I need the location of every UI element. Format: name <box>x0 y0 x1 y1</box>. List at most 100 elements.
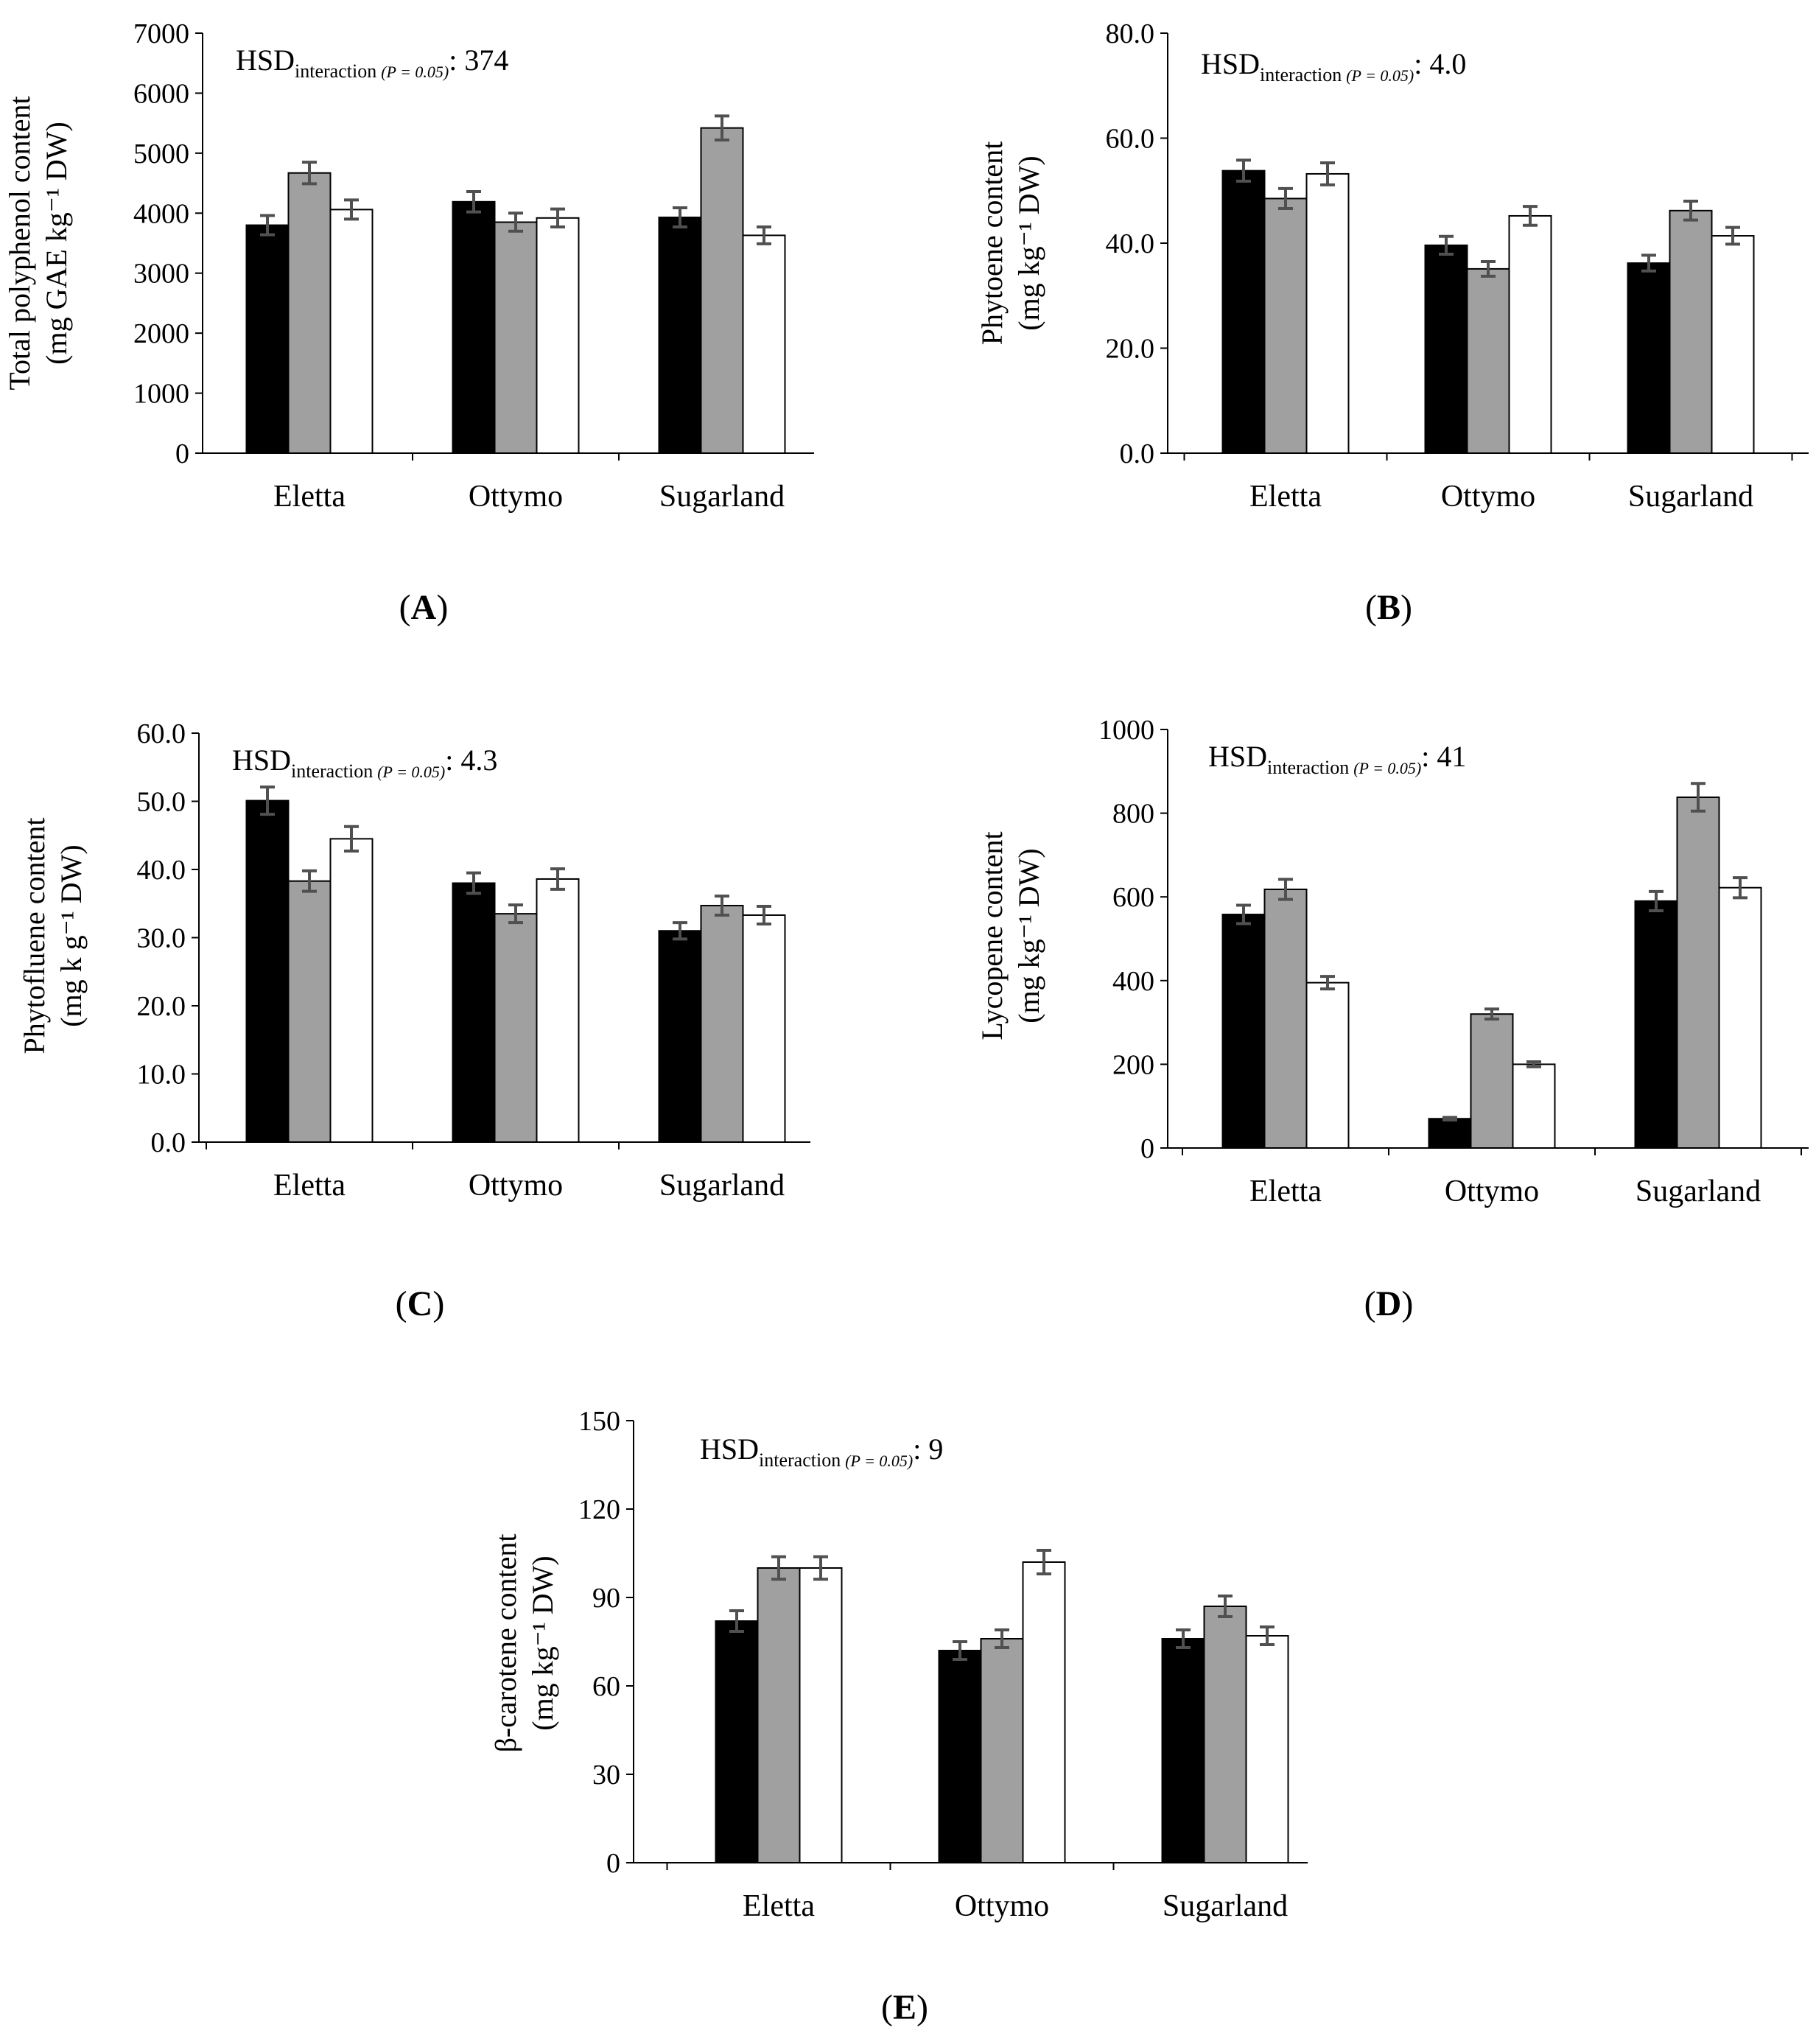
error-bar <box>1725 225 1740 246</box>
bar-c-s3-sugarland <box>742 914 786 1143</box>
y-tick-label: 200 <box>1112 1049 1154 1080</box>
panel-label: (A) <box>399 588 449 627</box>
error-bar <box>550 207 565 229</box>
y-tick-label: 80.0 <box>1106 18 1155 49</box>
bar-b-s1-ottymo <box>1424 244 1468 454</box>
error-bar <box>995 1628 1009 1649</box>
y-tick-label: 0 <box>606 1848 620 1879</box>
y-tick-label: 800 <box>1112 799 1154 830</box>
error-bar <box>302 161 317 186</box>
bar-d-s1-eletta <box>1221 914 1266 1149</box>
y-tick-label: 2000 <box>133 318 189 349</box>
error-bar <box>1236 903 1251 925</box>
bar-d-s2-eletta <box>1263 888 1308 1149</box>
bar-a-s2-eletta <box>287 172 332 454</box>
error-bar <box>1278 878 1293 901</box>
x-tick-label-sugarland: Sugarland <box>1628 480 1753 514</box>
error-bar <box>302 869 317 893</box>
error-bar <box>813 1555 828 1581</box>
bar-c-s3-eletta <box>329 838 374 1143</box>
error-bar <box>1037 1549 1051 1575</box>
bar-e-s2-sugarland <box>1203 1606 1247 1863</box>
y-tick-label: 50.0 <box>137 787 186 818</box>
y-tick-label: 0.0 <box>1120 438 1155 469</box>
error-bar <box>466 189 481 214</box>
y-axis-label: Lycopene content (mg kg⁻¹ DW) <box>975 831 1045 1040</box>
panel-label: (C) <box>396 1284 445 1323</box>
y-axis-label: Phytofluene content (mg k g⁻¹ DW) <box>18 817 88 1054</box>
y-tick-label: 20.0 <box>1106 334 1155 365</box>
bar-b-s2-ottymo <box>1466 267 1510 454</box>
panel-label: (E) <box>881 1988 928 2027</box>
bar-e-s1-sugarland <box>1161 1638 1205 1863</box>
bar-c-s2-sugarland <box>700 905 744 1144</box>
chart-panel-b: 0.0 20.0 40.0 60.0 80.0 Eletta Ottymo Sugarland… <box>975 18 1809 627</box>
error-bar <box>771 1555 786 1581</box>
error-bar <box>757 225 771 245</box>
panel-label: (B) <box>1365 588 1412 627</box>
y-tick-label: 0.0 <box>151 1127 186 1158</box>
y-tick-label: 1000 <box>1098 715 1154 746</box>
x-tick-label-sugarland: Sugarland <box>1163 1889 1288 1923</box>
bar-a-s1-eletta <box>245 224 290 454</box>
bar-e-s3-ottymo <box>1022 1561 1066 1863</box>
bar-e-s1-ottymo <box>938 1650 982 1863</box>
hsd-annotation: HSDinteraction (P = 0.05): 4.3 <box>232 743 497 782</box>
error-bar <box>715 895 729 917</box>
bar-c-s3-ottymo <box>536 878 580 1143</box>
error-bar <box>344 198 359 221</box>
y-tick-label: 30 <box>592 1760 620 1791</box>
hsd-annotation: HSDinteraction (P = 0.05): 4.0 <box>1201 47 1466 85</box>
y-tick-label: 1000 <box>133 379 189 410</box>
y-tick-label: 5000 <box>133 139 189 169</box>
bar-b-s3-eletta <box>1305 172 1350 454</box>
bar-a-s1-ottymo <box>452 200 496 454</box>
error-bar <box>1481 259 1496 278</box>
y-axis-label: Total polyphenol content (mg GAE kg⁻¹ DW) <box>3 96 73 390</box>
error-bar <box>953 1640 967 1661</box>
error-bar <box>508 903 523 925</box>
chart-panel-e: 0 30 60 90 120 150 Eletta Ottymo Sugarland β-caro… <box>489 1406 1308 2027</box>
bar-c-s1-ottymo <box>452 882 496 1143</box>
x-tick-label-ottymo: Ottymo <box>955 1889 1049 1923</box>
bar-d-s3-ottymo <box>1512 1063 1556 1149</box>
y-tick-label: 0 <box>175 438 189 469</box>
x-tick-label-eletta: Eletta <box>1249 1175 1322 1208</box>
error-bar <box>729 1609 744 1633</box>
y-axis-label: Phytoene content (mg kg⁻¹ DW) <box>975 141 1045 346</box>
x-tick-label-sugarland: Sugarland <box>659 480 785 514</box>
error-bar <box>673 206 687 229</box>
y-tick-label: 600 <box>1112 882 1154 913</box>
bar-d-s2-ottymo <box>1470 1013 1514 1149</box>
bar-b-s1-eletta <box>1221 169 1266 455</box>
hsd-annotation: HSDinteraction (P = 0.05): 374 <box>236 43 508 82</box>
error-bar <box>344 825 359 853</box>
y-tick-label: 400 <box>1112 966 1154 997</box>
bar-d-s1-sugarland <box>1634 900 1678 1149</box>
bar-a-s3-sugarland <box>742 234 786 454</box>
error-bar <box>1320 975 1335 991</box>
error-bar <box>1260 1625 1275 1646</box>
error-bar <box>1691 782 1705 813</box>
error-bar <box>673 921 687 941</box>
error-bar <box>1278 186 1293 210</box>
bar-d-s2-sugarland <box>1676 797 1720 1149</box>
bar-b-s2-sugarland <box>1669 209 1713 454</box>
y-tick-label: 60.0 <box>137 718 186 749</box>
x-tick-label-sugarland: Sugarland <box>659 1169 785 1203</box>
hsd-annotation: HSDinteraction (P = 0.05): 9 <box>700 1432 943 1471</box>
bar-e-s1-eletta <box>715 1620 759 1863</box>
x-tick-label-sugarland: Sugarland <box>1636 1175 1761 1208</box>
y-tick-label: 4000 <box>133 198 189 229</box>
panel-label: (D) <box>1364 1284 1414 1323</box>
error-bar <box>1236 158 1251 183</box>
error-bar <box>260 214 275 237</box>
bar-a-s2-sugarland <box>700 127 744 455</box>
x-tick-label-ottymo: Ottymo <box>469 1169 563 1203</box>
bar-b-s1-sugarland <box>1627 262 1671 454</box>
y-tick-label: 120 <box>578 1494 620 1525</box>
x-tick-label-ottymo: Ottymo <box>1445 1175 1539 1208</box>
y-tick-label: 150 <box>578 1406 620 1437</box>
bar-b-s3-ottymo <box>1508 214 1552 454</box>
